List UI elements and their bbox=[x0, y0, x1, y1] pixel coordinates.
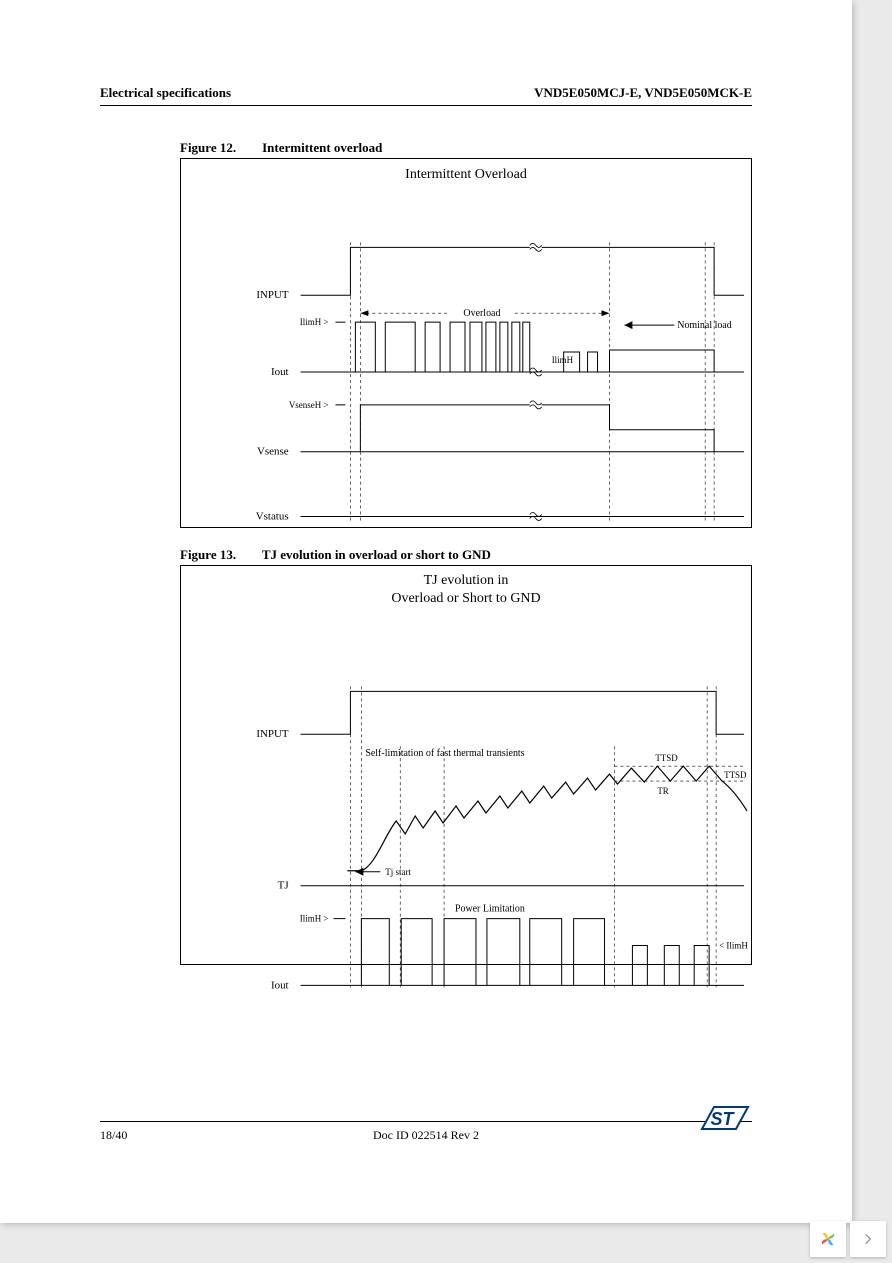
header-section: Electrical specifications bbox=[100, 85, 231, 101]
f13-sig-iout: Iout bbox=[271, 979, 289, 991]
tr-label: TR bbox=[657, 786, 668, 796]
figure13-prefix: Figure 13. bbox=[180, 547, 236, 562]
next-page-icon[interactable] bbox=[850, 1221, 886, 1257]
figure13-svg: INPUT Self-limitation of fast thermal tr… bbox=[181, 607, 751, 1005]
viewer-corner-widget bbox=[810, 1221, 886, 1257]
svg-text:ST: ST bbox=[710, 1109, 735, 1129]
page-header: Electrical specifications VND5E050MCJ-E,… bbox=[100, 85, 752, 106]
figure13-box: TJ evolution in Overload or Short to GND… bbox=[180, 565, 752, 965]
sig-iout: Iout bbox=[271, 366, 289, 378]
f13-sig-input: INPUT bbox=[256, 728, 289, 740]
sig-vsense: Vsense bbox=[257, 446, 289, 458]
figure12-title-text: Intermittent overload bbox=[262, 140, 382, 155]
figure12-prefix: Figure 12. bbox=[180, 140, 236, 155]
ilimh-label: IlimH > bbox=[300, 317, 329, 327]
figure13-title-text: TJ evolution in overload or short to GND bbox=[262, 547, 491, 562]
sig-vstat: Vstatus bbox=[256, 510, 289, 522]
figure13-t1: TJ evolution in bbox=[424, 573, 509, 588]
nominal-label: Nominal load bbox=[677, 320, 731, 331]
ttsd-label2: TTSD bbox=[724, 770, 747, 780]
figure13-caption: Figure 13. TJ evolution in overload or s… bbox=[180, 547, 491, 563]
st-logo: ST bbox=[696, 1099, 752, 1147]
figure12-svg: Overload Nominal load IlimH > IlimH bbox=[181, 183, 751, 551]
page-footer: 18/40 Doc ID 022514 Rev 2 bbox=[100, 1121, 752, 1143]
ttsd-label: TTSD bbox=[655, 753, 678, 763]
footer-docid: Doc ID 022514 Rev 2 bbox=[373, 1128, 479, 1143]
figure13-inner-title: TJ evolution in Overload or Short to GND bbox=[181, 572, 751, 607]
overload-label: Overload bbox=[463, 308, 500, 319]
header-parts: VND5E050MCJ-E, VND5E050MCK-E bbox=[534, 85, 752, 101]
f13-ilimh2-label: < IlimH bbox=[719, 941, 748, 951]
figure12-caption: Figure 12. Intermittent overload bbox=[180, 140, 382, 156]
powerlim-label: Power Limitation bbox=[455, 904, 525, 915]
selflim-label: Self-limitation of fast thermal transien… bbox=[365, 748, 524, 759]
ilimh2-label: IlimH bbox=[552, 355, 574, 365]
page: Electrical specifications VND5E050MCJ-E,… bbox=[0, 0, 852, 1223]
f13-ilimh-label: IlimH > bbox=[300, 914, 329, 924]
pinwheel-icon[interactable] bbox=[810, 1221, 846, 1257]
figure12-inner-title: Intermittent Overload bbox=[181, 167, 751, 183]
f13-sig-tj: TJ bbox=[278, 880, 290, 892]
figure13-t2: Overload or Short to GND bbox=[391, 591, 540, 606]
vsenseh-label: VsenseH > bbox=[289, 400, 329, 410]
figure12-box: Intermittent Overload bbox=[180, 158, 752, 528]
tjstart-label: Tj start bbox=[385, 867, 411, 877]
footer-page: 18/40 bbox=[100, 1128, 127, 1143]
sig-input: INPUT bbox=[256, 289, 289, 301]
